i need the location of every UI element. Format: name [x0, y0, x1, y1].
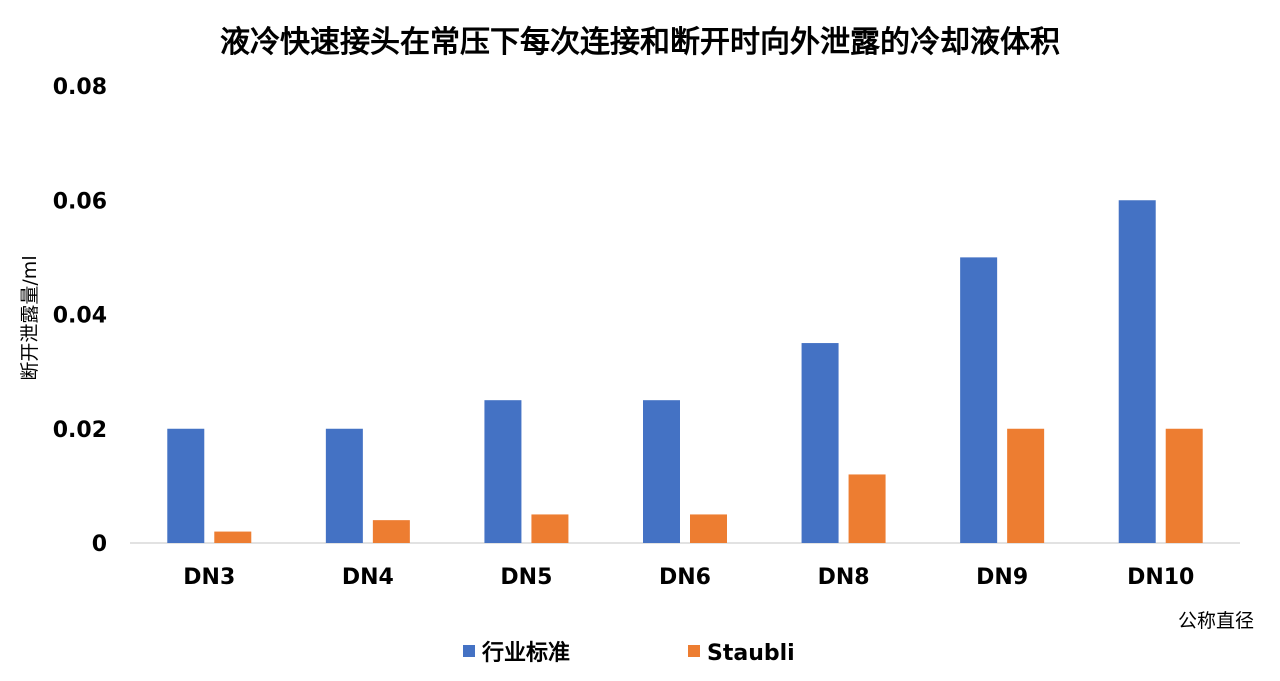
x-tick-label: DN9 [976, 565, 1028, 590]
x-tick-label: DN8 [818, 565, 870, 590]
legend-swatch [688, 645, 700, 657]
bar-industry-standard-dn9 [960, 257, 998, 543]
x-tick-label: DN10 [1127, 565, 1194, 590]
bar-industry-standard-dn8 [801, 343, 839, 543]
x-tick-label: DN3 [183, 565, 235, 590]
bars-group [167, 200, 1203, 543]
x-tick-label: DN4 [342, 565, 394, 590]
bar-staubli-dn10 [1165, 428, 1203, 543]
legend-label: Staubli [707, 641, 795, 666]
y-tick-label: 0.02 [53, 418, 107, 443]
legend-label: 行业标准 [481, 640, 570, 666]
bar-staubli-dn5 [531, 514, 569, 543]
bar-industry-standard-dn5 [484, 400, 522, 543]
y-axis-label: 断开泄露量/ml [19, 255, 41, 380]
legend: 行业标准 Staubli [463, 640, 795, 666]
x-axis-ticks: DN3 DN4 DN5 DN6 DN8 DN9 DN10 [183, 565, 1194, 590]
bar-staubli-dn4 [372, 520, 410, 543]
chart-title: 液冷快速接头在常压下每次连接和断开时向外泄露的冷却液体积 [220, 25, 1060, 60]
y-tick-label: 0.06 [53, 189, 107, 214]
bar-industry-standard-dn4 [325, 428, 363, 543]
y-tick-label: 0 [92, 532, 107, 557]
legend-swatch [463, 645, 475, 657]
bar-industry-standard-dn3 [167, 428, 205, 543]
bar-staubli-dn8 [848, 474, 886, 543]
y-axis-ticks: 0 0.02 0.04 0.06 0.08 [53, 75, 107, 557]
x-axis-label: 公称直径 [1178, 610, 1254, 632]
bar-industry-standard-dn6 [643, 400, 680, 543]
x-tick-label: DN6 [659, 565, 711, 590]
bar-staubli-dn9 [1007, 428, 1045, 543]
y-tick-label: 0.04 [53, 304, 107, 329]
y-tick-label: 0.08 [53, 75, 107, 100]
x-tick-label: DN5 [500, 565, 552, 590]
bar-industry-standard-dn10 [1118, 200, 1156, 543]
bar-staubli-dn6 [690, 514, 727, 543]
bar-staubli-dn3 [214, 531, 252, 543]
